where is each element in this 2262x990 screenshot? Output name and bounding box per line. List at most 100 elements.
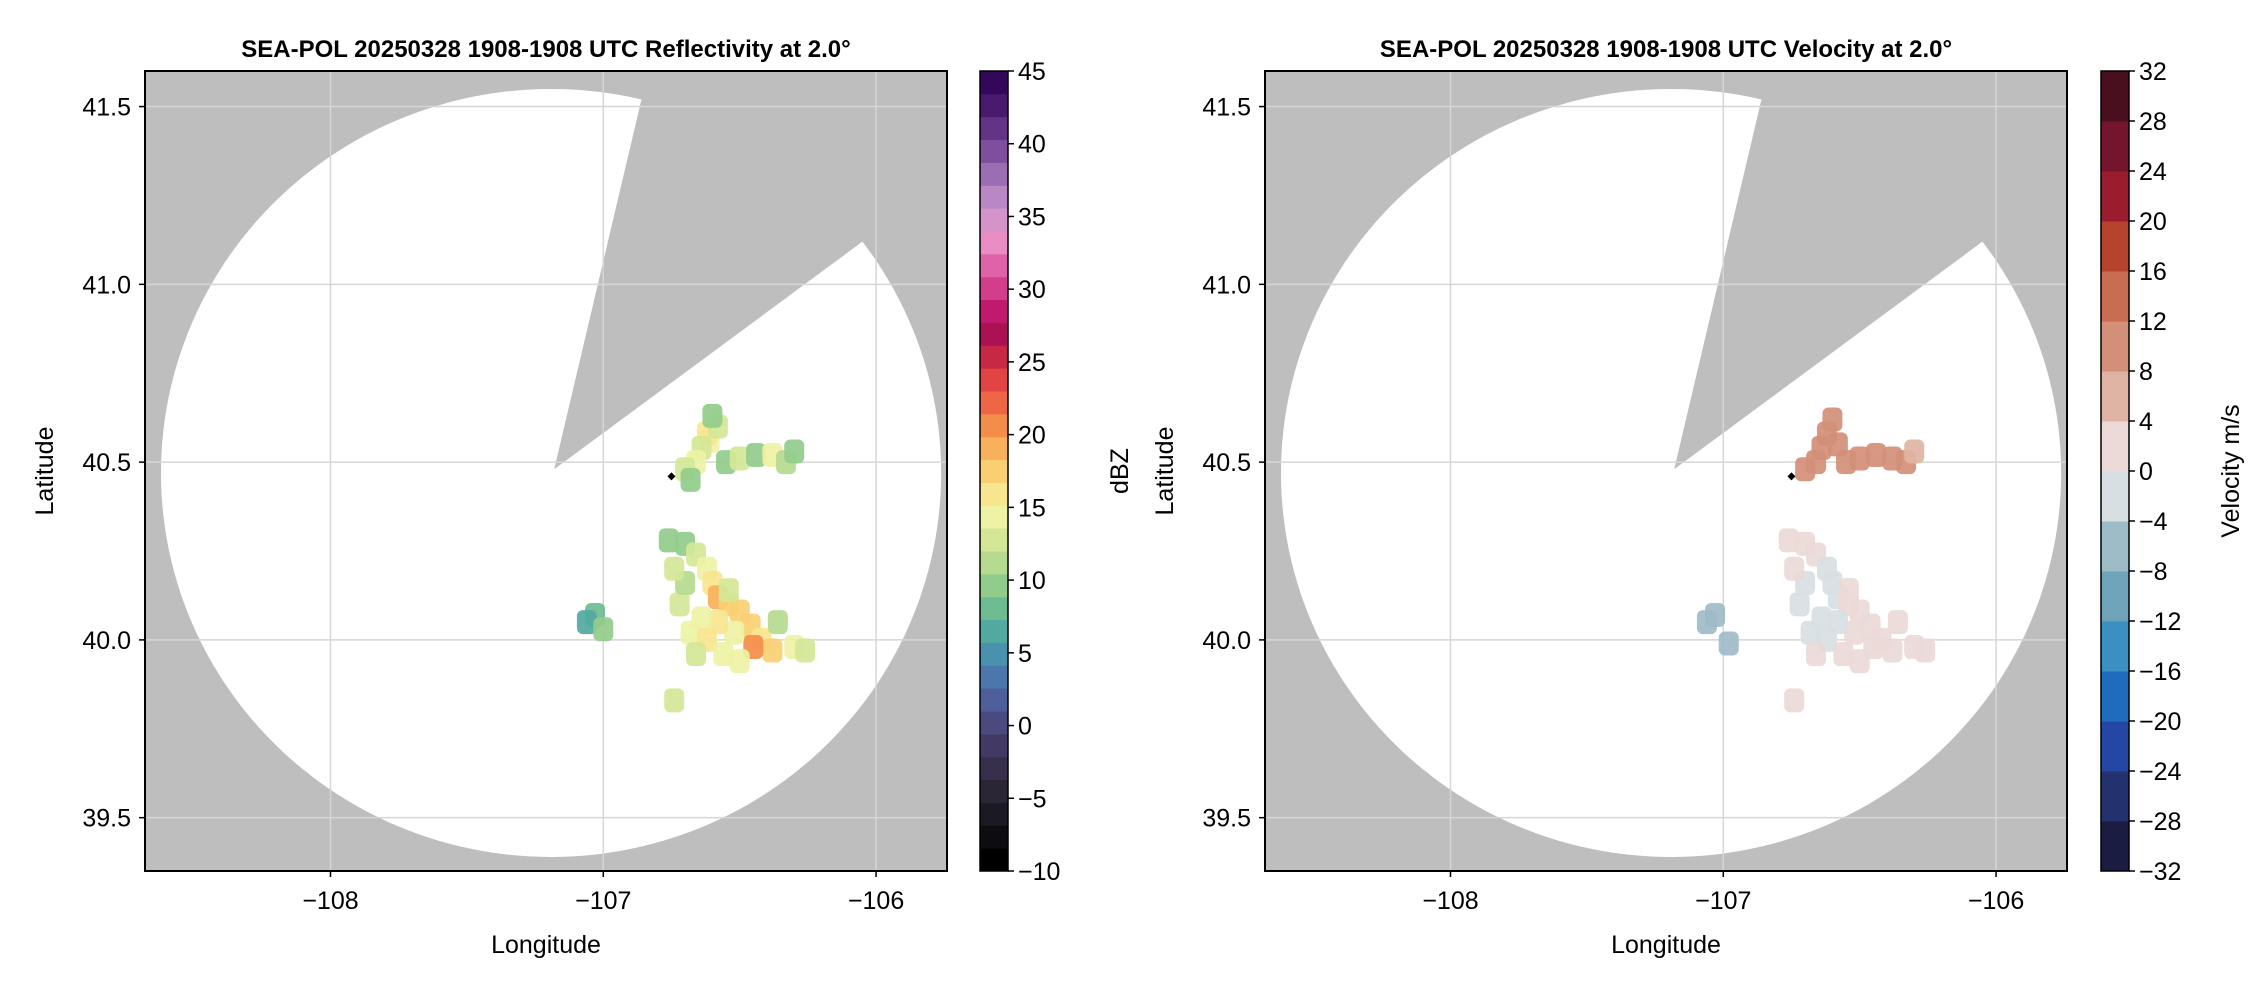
echo-cell-14 <box>658 528 679 553</box>
colorbar-segment-5 <box>2101 571 2129 622</box>
colorbar-tick-label-0: −10 <box>1018 858 1060 886</box>
echo-cell-32 <box>1789 592 1810 617</box>
y-tick-label-4: 41.5 <box>1202 94 1251 122</box>
colorbar-tick-label-6: 20 <box>1018 422 1046 450</box>
colorbar-segment-2 <box>980 802 1008 826</box>
echo-cell-25 <box>1827 610 1848 635</box>
colorbar-tick-label-7: 25 <box>1018 349 1046 377</box>
colorbar-segment-9 <box>2101 371 2129 422</box>
colorbar-segment-11 <box>980 596 1008 621</box>
colorbar-tick-label-11: 12 <box>2139 308 2167 336</box>
colorbar-segment-22 <box>980 345 1008 369</box>
colorbar-segment-31 <box>980 139 1008 163</box>
y-tick-label-3: 41.0 <box>1202 271 1251 299</box>
y-tick-label-2: 40.5 <box>1202 449 1251 477</box>
colorbar-segment-12 <box>2101 221 2129 272</box>
colorbar-segment-20 <box>980 391 1008 415</box>
echo-cell-44 <box>664 688 685 713</box>
colorbar-segment-32 <box>980 116 1008 141</box>
echo-cell-34 <box>669 592 690 617</box>
colorbar-segment-26 <box>980 253 1008 278</box>
colorbar-segment-4 <box>2101 621 2129 672</box>
echo-cell-4 <box>702 403 723 428</box>
colorbar-segment-24 <box>980 299 1008 323</box>
echo-cell-30 <box>1849 649 1870 674</box>
x-tick-label-1: −107 <box>1695 887 1751 915</box>
echo-cell-13 <box>680 467 701 492</box>
colorbar-segment-27 <box>980 231 1008 255</box>
echo-cell-27 <box>1800 620 1821 645</box>
colorbar-segment-4 <box>980 756 1008 781</box>
echo-cell-12 <box>1778 528 1799 553</box>
echo-cell-11 <box>1904 439 1925 464</box>
echo-cell-36 <box>664 556 685 581</box>
colorbar-tick-label-7: −4 <box>2139 508 2168 536</box>
colorbar-tick-label-15: 28 <box>2139 108 2167 136</box>
chart-title: SEA-POL 20250328 1908-1908 UTC Reflectiv… <box>241 36 850 63</box>
echo-cell-8 <box>729 446 750 471</box>
colorbar: −32 −28 −24 −20 −16 −12 −8 −4 0 4 8 12 16 20 24 28 32 Vel… <box>2100 58 2245 886</box>
colorbar-segment-1 <box>2101 771 2129 822</box>
colorbar-segment-19 <box>980 413 1008 438</box>
colorbar-segment-11 <box>2101 271 2129 322</box>
echo-cell-31 <box>713 642 734 667</box>
plot-frame <box>1264 70 2068 872</box>
colorbar-tick-label-1: −28 <box>2139 808 2181 836</box>
y-tick-label-3: 41.0 <box>82 271 131 299</box>
colorbar-segment-14 <box>980 528 1008 552</box>
x-tick-label-2: −106 <box>1968 887 2024 915</box>
echo-cell-40 <box>718 578 739 603</box>
echo-cell-26 <box>724 620 745 645</box>
x-tick-label-1: −107 <box>575 887 631 915</box>
colorbar-tick-label-16: 32 <box>2139 58 2167 86</box>
plot-frame <box>144 70 948 872</box>
colorbar-segment-9 <box>980 642 1008 666</box>
colorbar-segment-23 <box>980 322 1008 346</box>
panel-1: −108 −107 −106 39.5 40.0 40.5 41.0 41.5 SEA-POL … <box>31 36 1134 959</box>
colorbar-segment-8 <box>2101 421 2129 472</box>
colorbar-tick-label-9: 4 <box>2139 408 2153 436</box>
colorbar-segment-16 <box>980 482 1008 506</box>
x-tick-label-0: −108 <box>1422 887 1478 915</box>
colorbar-tick-label-11: 45 <box>1018 58 1046 86</box>
echo-cell-9 <box>746 443 767 467</box>
y-tick-label-0: 39.5 <box>1202 805 1251 833</box>
x-axis-label: Longitude <box>491 931 601 959</box>
echo-cell-1 <box>1822 407 1843 432</box>
echo-cell-24 <box>1844 620 1865 645</box>
echo-cell-24 <box>762 638 783 663</box>
colorbar-segment-13 <box>980 551 1008 575</box>
echo-cell-5 <box>1795 457 1816 482</box>
colorbar-segment-1 <box>980 825 1008 849</box>
colorbar-tick-label-3: −20 <box>2139 708 2181 736</box>
y-axis-label: Latitude <box>31 427 59 516</box>
colorbar-segment-15 <box>980 505 1008 529</box>
colorbar-segment-10 <box>980 619 1008 643</box>
colorbar-tick-label-0: −32 <box>2139 858 2181 886</box>
y-axis-label: Latitude <box>1151 427 1179 516</box>
echo-cell-31 <box>1806 642 1827 667</box>
echo-cell-34 <box>1784 556 1805 581</box>
colorbar-tick-label-12: 16 <box>2139 258 2167 286</box>
colorbar-tick-label-8: 30 <box>1018 276 1046 304</box>
colorbar-segment-17 <box>980 459 1008 483</box>
echo-cell-36 <box>1915 638 1936 663</box>
echo-cells <box>576 403 816 713</box>
colorbar-segment-2 <box>2101 721 2129 772</box>
colorbar: −10 −5 0 5 10 15 20 25 30 35 40 45 dBZ <box>979 58 1134 886</box>
echo-cell-33 <box>686 642 707 667</box>
colorbar-segment-34 <box>980 71 1008 95</box>
echo-cell-29 <box>1833 642 1854 667</box>
colorbar-segment-21 <box>980 368 1008 392</box>
colorbar-segment-13 <box>2101 171 2129 222</box>
echo-cell-43 <box>593 617 614 642</box>
colorbar-tick-label-3: 5 <box>1018 640 1032 668</box>
colorbar-label: Velocity m/s <box>2217 404 2245 537</box>
echo-cell-12 <box>784 439 805 464</box>
echo-cell-41 <box>1696 610 1717 635</box>
x-tick-label-0: −108 <box>302 887 358 915</box>
y-tick-label-4: 41.5 <box>82 94 131 122</box>
y-tick-label-0: 39.5 <box>82 805 131 833</box>
radar-location-marker <box>667 472 676 481</box>
